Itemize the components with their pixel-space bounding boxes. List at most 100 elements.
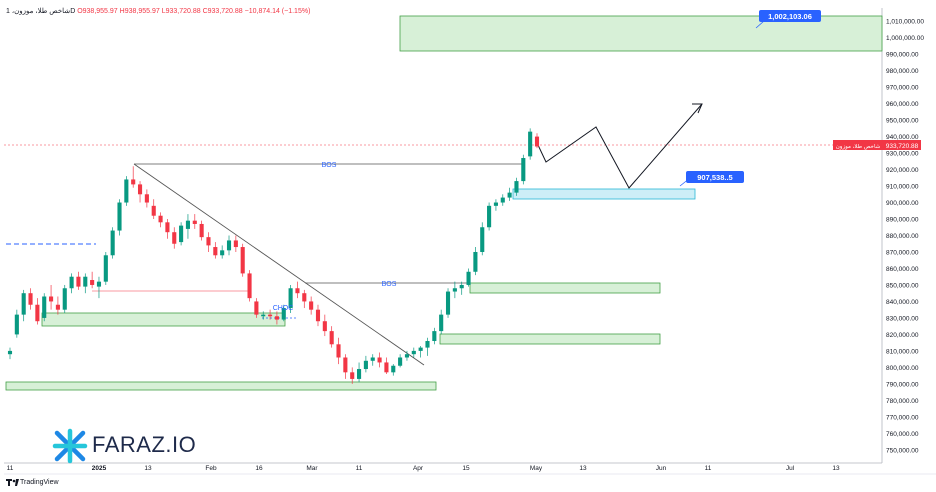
candle-body [76,276,81,287]
candle [62,284,67,313]
faraz-logo-icon [52,428,88,464]
projection-path [537,103,703,189]
candle [452,281,457,299]
y-tick-label: 850,000.00 [886,282,919,289]
candle-body [49,296,54,302]
candle [35,298,40,325]
candle [49,284,54,310]
candle-body [384,362,389,373]
candle [432,327,437,345]
candle-body [103,255,108,282]
candle-body [110,230,115,256]
candle-body [391,365,396,373]
footer-brand-text: TradingView [20,479,59,486]
candle-body [459,284,464,289]
candle-body [144,194,149,203]
candle-body [445,291,451,315]
candle [233,235,238,252]
y-tick-label: 840,000.00 [886,299,919,306]
candle [137,181,143,203]
y-axis[interactable]: 1,010,000.00 1,000,000.00 990,000.00 980,00… [886,19,924,455]
y-tick-label: 890,000.00 [886,217,919,224]
candle [534,133,540,149]
candle [425,337,430,356]
x-tick-label: 2025 [92,465,107,472]
x-tick-label: Feb [205,465,217,472]
candle-body [528,131,533,157]
candle [466,268,471,287]
y-tick-label: 1,000,000.00 [886,35,924,42]
candle [240,243,245,277]
candle [14,309,19,338]
candle [315,304,321,327]
x-tick-label: 11 [7,465,14,472]
candle [179,222,184,246]
candle [343,354,348,379]
candle-body [158,215,163,223]
candle [7,347,13,360]
candle-body [411,350,416,355]
y-tick-label: 750,000.00 [886,447,919,454]
candle [28,288,33,310]
candle [350,367,355,384]
candle [220,245,225,259]
candle-body [356,369,362,379]
candle-body [131,179,136,185]
bos-label-upper: BOS [322,162,337,169]
candle-body [96,281,102,287]
candle-body [28,293,33,305]
candle [404,350,410,361]
candle-body [350,372,355,379]
candle-body [83,276,88,287]
y-tick-label: 830,000.00 [886,315,919,322]
candle-body [534,136,540,147]
tradingview-logo-icon [6,479,19,486]
candle [336,337,341,365]
candle [391,364,396,376]
candle [268,309,273,320]
candle [96,276,102,299]
footer-brand[interactable]: TradingView [6,479,59,486]
candle [261,311,266,320]
candle [213,242,218,259]
x-tick-label: Jun [656,465,667,472]
y-tick-label: 900,000.00 [886,200,919,207]
candle [493,199,498,211]
candle-body [179,225,184,243]
support-tag-text: 907,538..5 [697,173,732,182]
candle-body [398,357,403,366]
candle-body [493,202,498,206]
x-tick-label: 13 [832,465,840,472]
candle [302,289,307,309]
candle [206,232,211,252]
candle [487,202,492,231]
candle [90,271,95,289]
price-name-text: شاخص طلا، موزون [836,144,881,150]
candle-body [322,321,327,332]
candle-body [500,197,505,203]
x-tick-label: 11 [356,465,363,472]
candle [76,271,81,290]
x-axis[interactable]: 11 2025 13 Feb 16 Mar 11 Apr 15 May 13 Jun 11 Jul 13 [7,465,840,472]
candle [521,154,526,185]
candle-body [514,181,519,193]
candle-body [377,357,382,363]
candle-body [42,296,47,318]
y-tick-label: 770,000.00 [886,414,919,421]
y-tick-label: 860,000.00 [886,266,919,273]
candle-body [226,240,232,251]
candle [507,187,512,201]
y-tick-label: 940,000.00 [886,134,919,141]
candle-body [69,276,74,289]
trendline [133,163,425,366]
candle [124,176,129,206]
y-tick-label: 930,000.00 [886,151,919,158]
candle-body [425,341,430,348]
symbol-name[interactable]: شاخص طلا، موزون، 1D [6,8,76,15]
y-tick-label: 800,000.00 [886,365,919,372]
candle-body [432,331,437,342]
candle-body [521,158,526,182]
candle [528,128,533,160]
y-tick-label: 870,000.00 [886,249,919,256]
candle [192,214,197,229]
